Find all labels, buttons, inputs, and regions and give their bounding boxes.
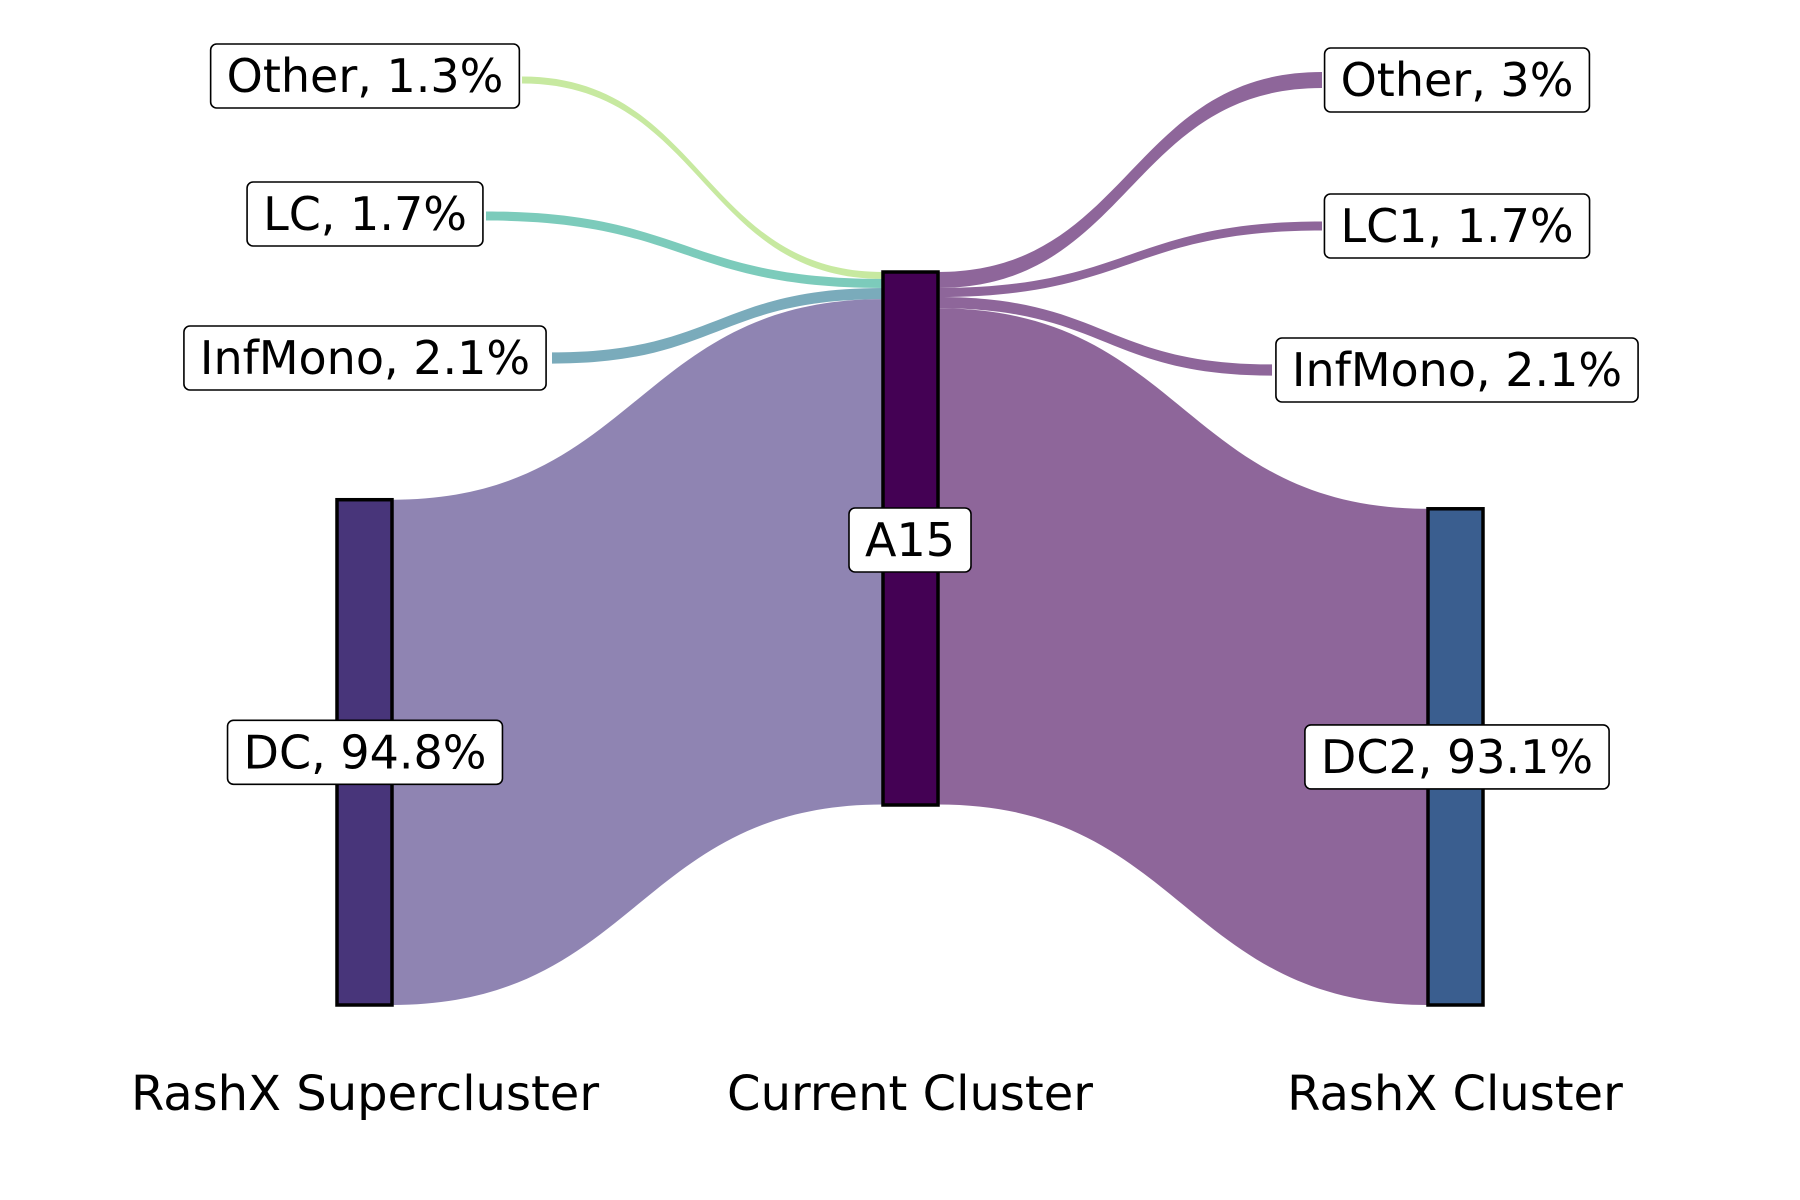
flow-source-0 [522, 76, 883, 279]
target-label-2: InfMono, 2.1% [1275, 337, 1639, 403]
flow-target-1 [938, 221, 1322, 298]
flow-target-3 [938, 308, 1428, 1005]
source-label-1: LC, 1.7% [246, 181, 484, 247]
flow-source-2 [552, 287, 883, 364]
column-title-source: RashX Supercluster [131, 1066, 599, 1122]
source-label-2: InfMono, 2.1% [183, 325, 547, 391]
target-label-0: Other, 3% [1323, 47, 1591, 113]
target-label-0-text: Other, 3% [1341, 53, 1574, 107]
flow-target-0 [938, 72, 1322, 288]
source-label-2-text: InfMono, 2.1% [200, 331, 530, 385]
flow-layer [392, 72, 1428, 1005]
source-label-3: DC, 94.8% [226, 719, 504, 786]
center-label: A15 [848, 507, 972, 573]
source-label-0-text: Other, 1.3% [227, 49, 504, 103]
target-label-2-text: InfMono, 2.1% [1292, 343, 1622, 397]
label-layer: Other, 1.3% LC, 1.7% InfMono, 2.1% DC, 94.8… [183, 43, 1639, 790]
target-label-3: DC2, 93.1% [1304, 724, 1610, 790]
column-title-center: Current Cluster [727, 1066, 1093, 1122]
source-label-3-text: DC, 94.8% [244, 725, 487, 779]
source-label-0: Other, 1.3% [209, 43, 521, 109]
target-label-3-text: DC2, 93.1% [1321, 730, 1593, 784]
center-label-text: A15 [865, 513, 955, 567]
column-title-target: RashX Cluster [1287, 1066, 1623, 1122]
flow-source-1 [486, 211, 883, 288]
source-label-1-text: LC, 1.7% [263, 187, 467, 241]
target-label-1-text: LC1, 1.7% [1340, 199, 1573, 253]
flow-target-2 [938, 297, 1272, 376]
target-label-1: LC1, 1.7% [1323, 193, 1591, 259]
flow-source-3 [392, 299, 883, 1005]
